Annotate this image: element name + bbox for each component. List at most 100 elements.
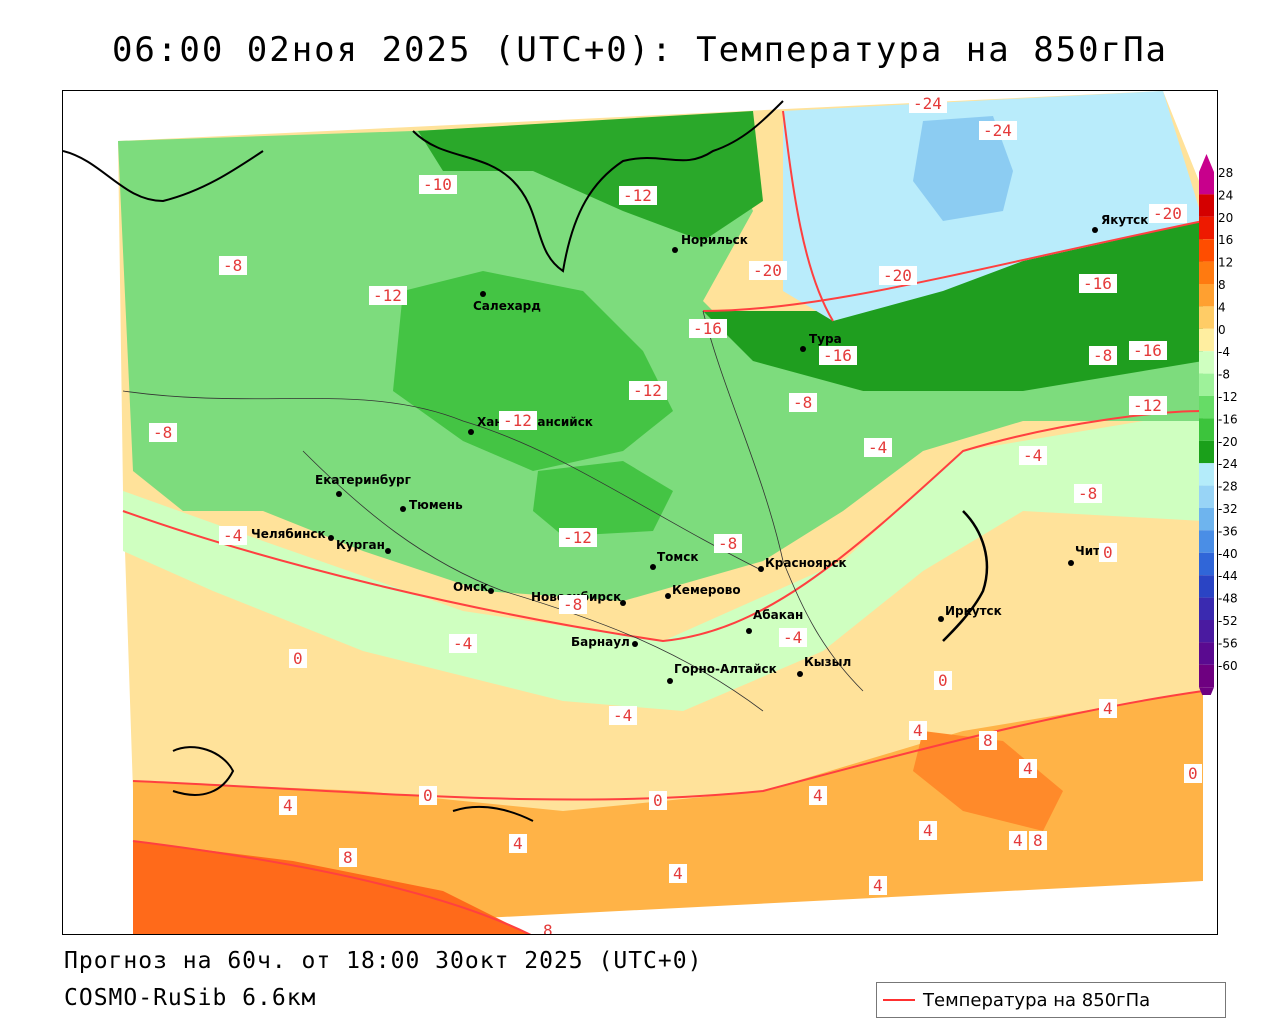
isoline-label: -12	[373, 286, 402, 305]
isoline-label: 4	[1013, 831, 1023, 850]
region-border	[122, 390, 764, 572]
isoline-label: -24	[983, 121, 1012, 140]
city-label: Тюмень	[409, 498, 463, 512]
isoline-label: 8	[1033, 831, 1043, 850]
colorbar-svg: 28 24 20 16 12 8 4 0 -4 -8 -12 -16 -20 -24 -28 -32 -36 -4…	[1199, 154, 1238, 706]
city-dot	[468, 429, 474, 435]
model-name: COSMO-RuSib 6.6км	[64, 985, 317, 1011]
caspian-coast	[172, 746, 235, 796]
colorbar-swatch	[1199, 216, 1214, 240]
isoline-label: -12	[623, 186, 652, 205]
city-dot	[650, 564, 656, 570]
isoline-label: -16	[823, 346, 852, 365]
colorbar-swatch	[1199, 642, 1214, 665]
city-label: Омск	[453, 580, 488, 594]
city-label: Якутск	[1101, 213, 1148, 227]
isoline-label-bg	[289, 649, 307, 668]
isoline-label: -8	[793, 393, 812, 412]
colorbar-swatch	[1199, 396, 1214, 419]
isoline-label-bg	[279, 796, 297, 815]
isoline-label-bg	[1099, 543, 1117, 562]
green-darkest-north	[418, 111, 763, 241]
colorbar-tick-label: 28	[1218, 166, 1233, 180]
colorbar-swatch	[1199, 664, 1214, 688]
isoline-labels: -24 -24 -20 -20 -20 -16 -16 -16 -16 -12 -12 -12 -12 -…	[149, 94, 1202, 934]
city-label: Екатеринбург	[315, 473, 411, 487]
colorbar-tick-label: -28	[1218, 480, 1238, 494]
colorbar-tick-label: -4	[1218, 345, 1230, 359]
colorbar-swatch	[1199, 620, 1214, 643]
coastline	[63, 150, 264, 203]
isoline-label-bg	[879, 266, 917, 285]
isoline-label-bg	[509, 834, 527, 853]
isoline-label-bg	[809, 786, 827, 805]
city-dot	[328, 535, 334, 541]
isoline-label-bg	[419, 175, 457, 194]
green-region	[118, 116, 1203, 601]
colorbar-tick-label: 8	[1218, 278, 1226, 292]
isoline-label: 4	[673, 864, 683, 883]
isoline-label: -16	[693, 319, 722, 338]
city-label: Кемерово	[672, 583, 741, 597]
colorbar-tick-label: -40	[1218, 547, 1238, 561]
colorbar-swatch	[1199, 172, 1214, 195]
colorbar-swatch	[1199, 306, 1214, 329]
isoline-label: 4	[1023, 759, 1033, 778]
legend-line-swatch	[883, 999, 915, 1001]
colorbar-swatch	[1199, 597, 1214, 620]
colorbar-swatch	[1199, 440, 1214, 464]
map-area[interactable]: СалехардНорильскЯкутскТураХанты-Мансийск…	[62, 90, 1218, 935]
isoline-label-bg	[219, 526, 247, 545]
city-dot	[632, 641, 638, 647]
isoline-label: 0	[1103, 543, 1113, 562]
city-dot	[800, 346, 806, 352]
colorbar-tick-label: -12	[1218, 390, 1238, 404]
colorbar-tick-label: 20	[1218, 211, 1233, 225]
isoline-label-bg	[1029, 831, 1047, 850]
forecast-info: Прогноз на 60ч. от 18:00 30окт 2025 (UTC…	[64, 948, 703, 974]
isoline-label: -8	[153, 423, 172, 442]
city-dot	[938, 616, 944, 622]
isoline-label: -12	[1133, 396, 1162, 415]
city-label: Кызыл	[804, 655, 851, 669]
isoline-label: 4	[513, 834, 523, 853]
isoline-label-bg	[619, 186, 657, 205]
colorbar-swatch	[1199, 373, 1214, 396]
isoline-label: -4	[1023, 446, 1042, 465]
city-label: Барнаул	[571, 635, 630, 649]
isoline-label: -20	[753, 261, 782, 280]
colorbar-tick-label: -60	[1218, 659, 1238, 673]
city-label: Абакан	[753, 608, 803, 622]
city-dot	[667, 678, 673, 684]
isoline-label-bg	[1184, 764, 1202, 783]
isoline-label: 4	[1103, 699, 1113, 718]
isoline-label-bg	[869, 876, 887, 895]
colorbar-tick-label: -52	[1218, 614, 1238, 628]
isoline-label: 0	[293, 649, 303, 668]
isoline-label-bg	[779, 628, 807, 647]
colorbar-swatch	[1199, 239, 1214, 262]
contour-line	[132, 690, 1204, 801]
green-dark-region-2	[533, 461, 673, 536]
isoline-label-bg	[1019, 446, 1047, 465]
isoline-label-bg	[449, 634, 477, 653]
colorbar-swatch	[1199, 328, 1214, 352]
colorbar-swatch	[1199, 284, 1214, 307]
isoline-label: -4	[783, 628, 802, 647]
isoline-label-bg	[749, 261, 787, 280]
city-dot	[746, 628, 752, 634]
cool-band	[123, 411, 1203, 711]
city-label: Иркутск	[945, 604, 1002, 618]
isoline-label: -8	[1078, 484, 1097, 503]
isoline-label: 8	[983, 731, 993, 750]
isoline-label-bg	[934, 671, 952, 690]
isoline-label-bg	[919, 821, 937, 840]
city-dot	[665, 593, 671, 599]
isoline-label-bg	[689, 319, 727, 338]
isoline-label-bg	[1089, 346, 1117, 365]
colorbar-tick-label: -16	[1218, 412, 1238, 426]
isoline-label: -12	[633, 381, 662, 400]
isoline-label: -8	[563, 595, 582, 614]
city-label: Тура	[809, 332, 842, 346]
city-dot	[1092, 227, 1098, 233]
